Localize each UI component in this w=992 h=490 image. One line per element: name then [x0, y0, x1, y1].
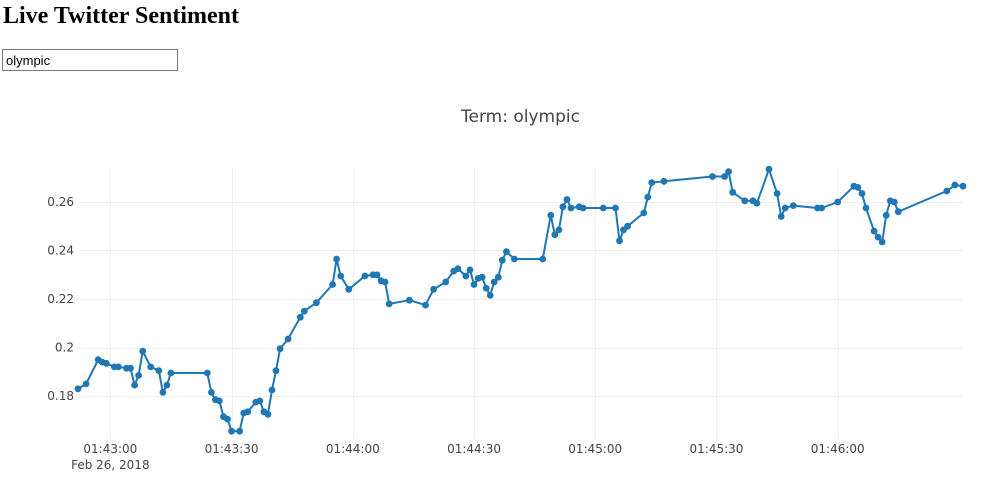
x-tick-label: 01:43:00	[83, 442, 137, 456]
y-tick-label: 0.22	[47, 292, 74, 306]
y-tick-label: 0.24	[47, 243, 74, 257]
chart-plot-area[interactable]	[78, 168, 963, 439]
x-axis-date-label: Feb 26, 2018	[71, 458, 150, 472]
x-tick-label: 01:45:30	[690, 442, 744, 456]
x-tick-label: 01:43:30	[205, 442, 259, 456]
chart-title: Term: olympic	[460, 107, 580, 127]
y-tick-label: 0.2	[55, 341, 74, 355]
x-tick-label: 01:46:00	[811, 442, 865, 456]
page-title: Live Twitter Sentiment	[3, 3, 239, 29]
y-tick-label: 0.18	[47, 389, 74, 403]
x-tick-label: 01:44:30	[447, 442, 501, 456]
term-input[interactable]	[2, 49, 178, 71]
y-tick-label: 0.26	[47, 195, 74, 209]
x-tick-label: 01:44:00	[326, 442, 380, 456]
x-tick-label: 01:45:00	[568, 442, 622, 456]
